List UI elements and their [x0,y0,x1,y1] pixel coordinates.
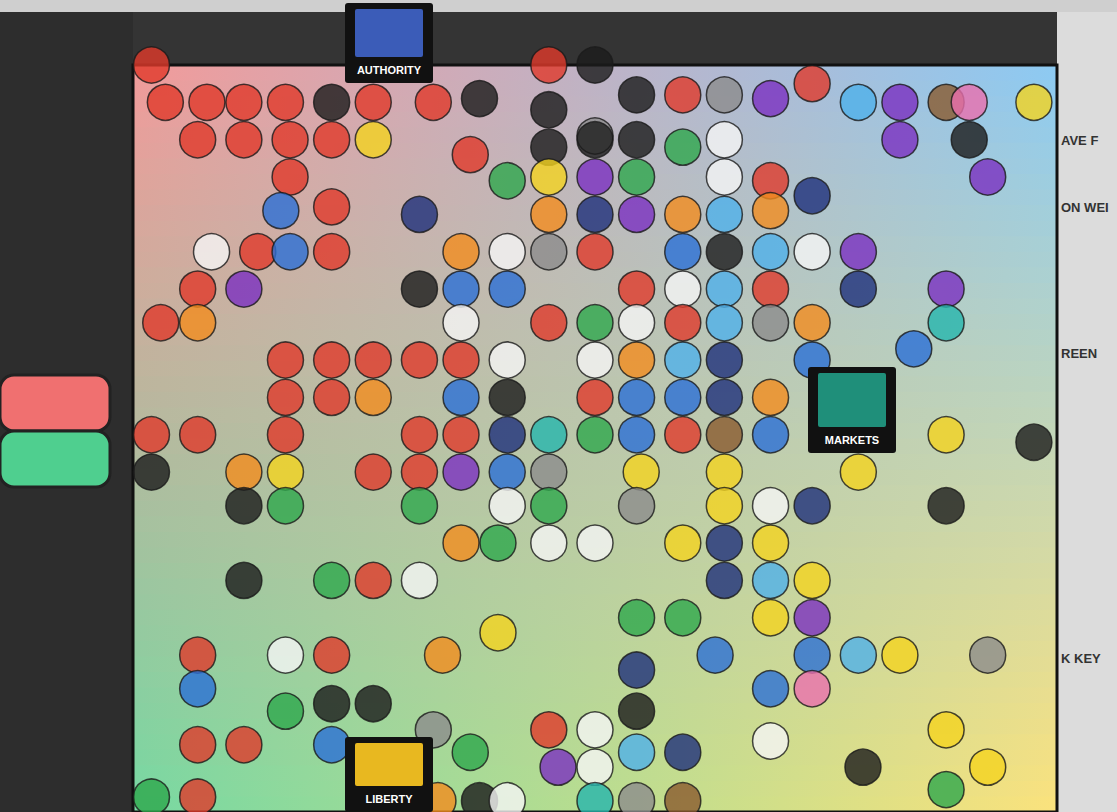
svg-text:MARKETS: MARKETS [825,434,879,446]
svg-text:ON WEI: ON WEI [1061,200,1109,215]
svg-text:K KEY: K KEY [1061,651,1101,666]
svg-text:REEN: REEN [1061,346,1097,361]
svg-text:AUTHORITY: AUTHORITY [357,64,422,76]
svg-text:LIBERTY: LIBERTY [365,793,413,805]
svg-text:AVE F: AVE F [1061,133,1098,148]
